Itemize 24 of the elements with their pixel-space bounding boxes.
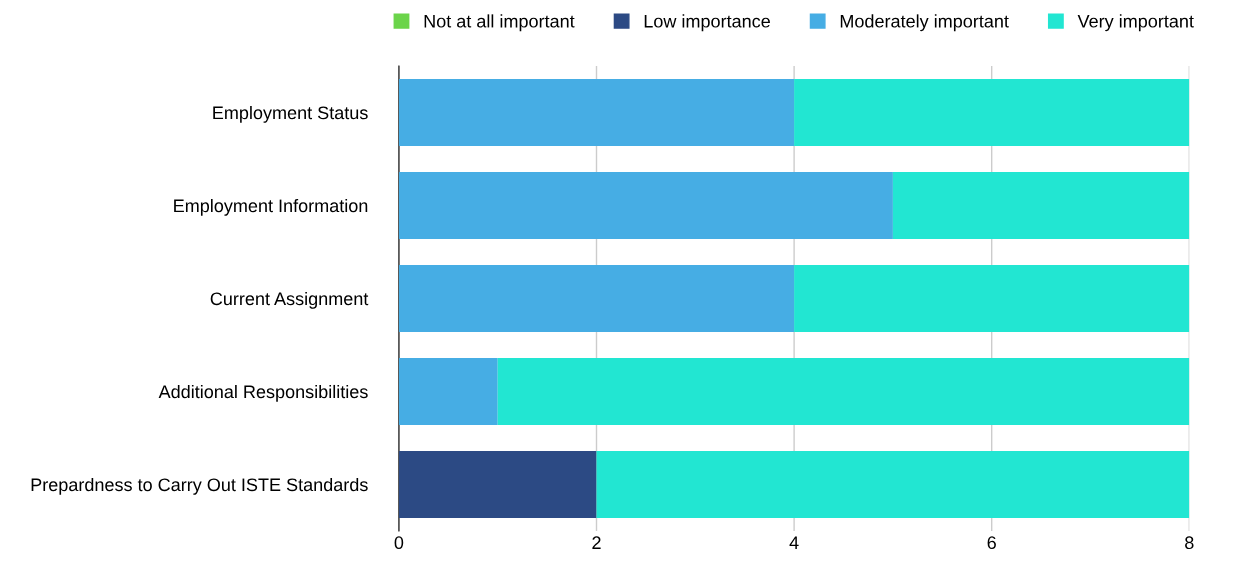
bar (398, 79, 795, 146)
y-tick-label: Prepardness to Carry Out ISTE Standards (31, 477, 368, 495)
legend-label: Moderately important (840, 14, 1009, 32)
bar (892, 172, 1190, 239)
x-tick-label: 0 (394, 536, 404, 550)
bar (794, 79, 1190, 146)
legend-label: Low importance (644, 14, 770, 32)
y-tick-label: Employment Information (174, 198, 368, 216)
y-tick-label: Employment Status (213, 105, 368, 123)
x-tick-label: 2 (592, 536, 601, 549)
y-tick-label: Additional Responsibilities (158, 384, 368, 402)
x-tick-label: 6 (987, 536, 996, 550)
bar (596, 450, 1190, 518)
bar (398, 357, 498, 425)
x-tick-label: 8 (1185, 536, 1194, 550)
bar (398, 265, 795, 332)
x-tick-label: 4 (789, 536, 799, 549)
bar (794, 265, 1190, 332)
legend-label: Very important (1077, 14, 1194, 32)
y-tick-label: Current Assignment (210, 291, 369, 309)
bar (398, 450, 597, 518)
bar (398, 172, 893, 239)
legend-label: Not at all important (424, 14, 575, 32)
bar (497, 357, 1190, 425)
